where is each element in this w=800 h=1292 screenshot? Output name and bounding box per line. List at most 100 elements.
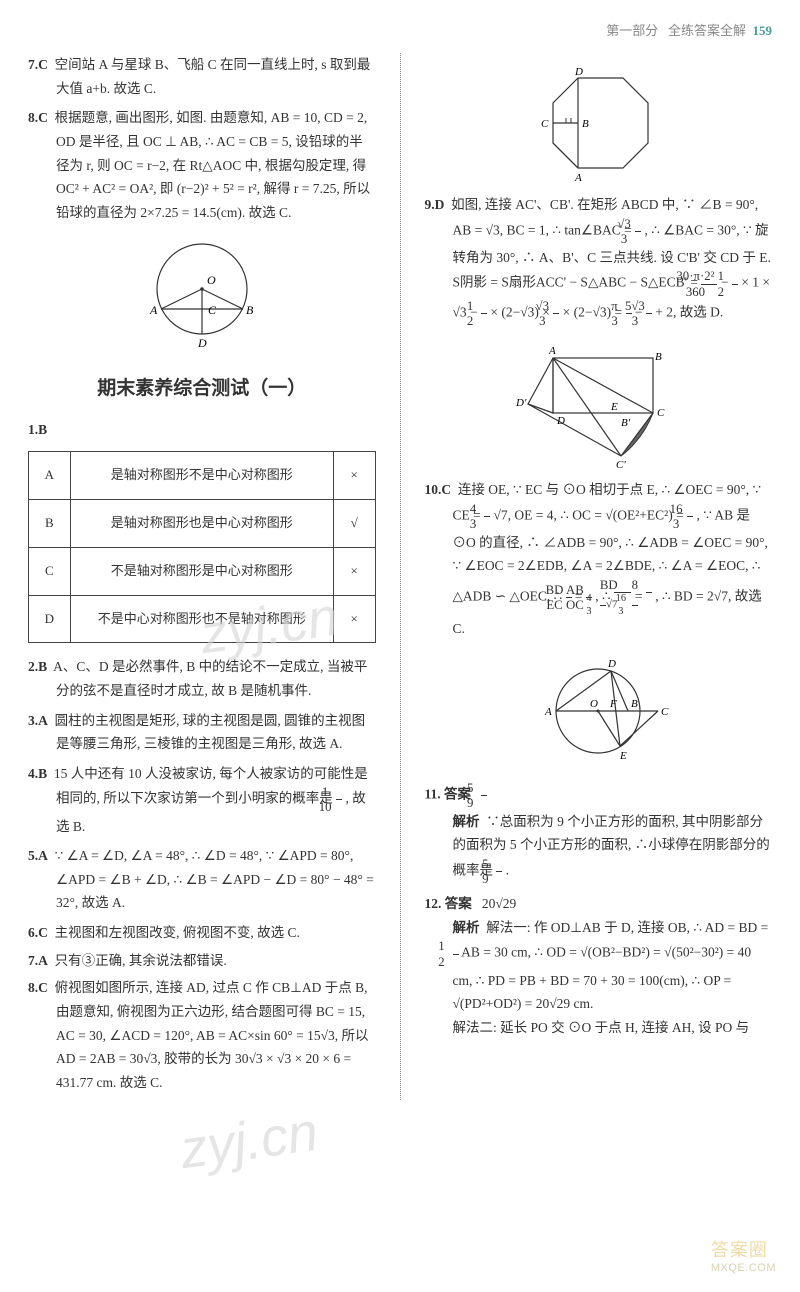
q4: 4.B 15 人中还有 10 人没被家访, 每个人被家访的可能性是相同的, 所以… [28, 762, 376, 838]
watermark-brand: 答案圈 MXQE.COM [711, 1236, 776, 1274]
q5: 5.A ∵ ∠A = ∠D, ∠A = 48°, ∴ ∠D = 48°, ∵ ∠… [28, 844, 376, 915]
table-cell: √ [333, 500, 375, 548]
q11-exp-tail: . [506, 863, 509, 878]
svg-text:D: D [556, 415, 565, 427]
frac-4-3: 43 [484, 502, 490, 531]
svg-text:C: C [657, 407, 665, 419]
q7b-text: 只有③正确, 其余说法都错误. [55, 953, 227, 968]
q2-num: 2.B [28, 659, 47, 674]
watermark-brand-text: 答案圈 [711, 1240, 768, 1260]
svg-text:B: B [631, 698, 638, 710]
q12-exp1: 解法一: 作 OD⊥AB 于 D, 连接 OB, ∴ AD = BD = [486, 920, 768, 935]
frac-sqrt3-3b: √33 [553, 299, 559, 328]
content-columns: 7.C 空间站 A 与星球 B、飞船 C 在同一直线上时, s 取到最大值 a+… [28, 53, 772, 1100]
q8-text: 根据题意, 画出图形, 如图. 由题意知, AB = 10, CD = 2, O… [55, 110, 370, 220]
circle-figure-1: O A B C D [28, 234, 376, 354]
svg-text:A: A [544, 706, 552, 718]
frac-16-3: 163 [687, 502, 693, 531]
column-divider [400, 53, 401, 1100]
svg-text:O: O [590, 698, 598, 710]
table-cell: C [29, 547, 71, 595]
svg-text:C: C [661, 706, 669, 718]
q10: 10.C 连接 OE, ∵ EC 与 ⊙O 相切于点 E, ∴ ∠OEC = 9… [425, 478, 773, 641]
svg-text:C: C [541, 118, 549, 130]
q11: 11. 答案 59 解析 ∵总面积为 9 个小正方形的面积, 其中阴影部分的面积… [425, 781, 773, 887]
table-cell: B [29, 500, 71, 548]
q7: 7.C 空间站 A 与星球 B、飞船 C 在同一直线上时, s 取到最大值 a+… [28, 53, 376, 100]
table-cell: × [333, 452, 375, 500]
q3-num: 3.A [28, 713, 48, 728]
q9-tail: + 2, 故选 D. [655, 304, 723, 319]
header-section: 全练答案全解 [668, 23, 746, 38]
svg-text:D: D [607, 658, 616, 670]
svg-text:D': D' [515, 397, 527, 409]
svg-text:B': B' [621, 417, 631, 429]
q8b-text: 俯视图如图所示, 连接 AD, 过点 C 作 CB⊥AD 于点 B, 由题意知,… [55, 980, 369, 1090]
q3: 3.A 圆柱的主视图是矩形, 球的主视图是圆, 圆锥的主视图是等腰三角形, 三棱… [28, 709, 376, 756]
q4-num: 4.B [28, 766, 47, 781]
q6: 6.C 主视图和左视图改变, 俯视图不变, 故选 C. [28, 921, 376, 945]
header-part: 第一部分 [606, 23, 658, 38]
frac-sqrt3-3: √33 [635, 217, 641, 246]
svg-text:A: A [149, 303, 158, 317]
frac-1-2: 12 [453, 939, 459, 968]
svg-text:O: O [207, 273, 216, 287]
q7-num: 7.C [28, 57, 48, 72]
table-row: C 不是轴对称图形是中心对称图形 × [29, 547, 376, 595]
svg-text:D: D [574, 66, 583, 78]
frac-5sqrt3-3: 5√33 [646, 299, 652, 328]
q8-num: 8.C [28, 110, 48, 125]
symmetry-table: A 是轴对称图形不是中心对称图形 × B 是轴对称图形也是中心对称图形 √ C … [28, 451, 376, 643]
q9-num: 9.D [425, 197, 445, 212]
q12-exp-label: 解析 [453, 920, 480, 935]
q12-num: 12. [425, 896, 442, 911]
svg-text:B: B [655, 351, 662, 363]
q12-ans: 20√29 [482, 896, 516, 911]
svg-text:C: C [208, 303, 217, 317]
q11-exp-label: 解析 [453, 814, 480, 829]
table-cell: × [333, 595, 375, 643]
frac-1-10: 110 [336, 785, 342, 814]
frac-arc: 30·π·2²360 [701, 269, 717, 298]
frac-half-b: 12 [481, 299, 487, 328]
svg-text:B: B [246, 303, 254, 317]
q1: 1.B [28, 418, 376, 442]
circle-figure-2: A D B C E O F [425, 651, 773, 771]
q8b-num: 8.C [28, 980, 48, 995]
table-row: D 不是中心对称图形也不是轴对称图形 × [29, 595, 376, 643]
svg-text:F: F [609, 698, 617, 710]
frac-8-over: 8163 [646, 578, 652, 617]
table-cell: × [333, 547, 375, 595]
svg-text:A: A [574, 172, 582, 183]
q5-text: ∵ ∠A = ∠D, ∠A = 48°, ∴ ∠D = 48°, ∵ ∠APD … [55, 848, 374, 910]
q9-formula1: S阴影 = S扇形ACC' − S△ABC − S△ECB' = [453, 275, 702, 290]
q12: 12. 答案 20√29 解析 解法一: 作 OD⊥AB 于 D, 连接 OB,… [425, 892, 773, 1039]
rect-rotate-figure: A B C D D' C' E B' [425, 338, 773, 468]
table-cell: 不是轴对称图形是中心对称图形 [70, 547, 333, 595]
q8b: 8.C 俯视图如图所示, 连接 AD, 过点 C 作 CB⊥AD 于点 B, 由… [28, 976, 376, 1094]
table-cell: 不是中心对称图形也不是轴对称图形 [70, 595, 333, 643]
q5-num: 5.A [28, 848, 48, 863]
left-column: 7.C 空间站 A 与星球 B、飞船 C 在同一直线上时, s 取到最大值 a+… [28, 53, 384, 1100]
q1-num: 1.B [28, 422, 47, 437]
q2: 2.B A、C、D 是必然事件, B 中的结论不一定成立, 当被平分的弦不是直径… [28, 655, 376, 702]
q6-num: 6.C [28, 925, 48, 940]
q6-text: 主视图和左视图改变, 俯视图不变, 故选 C. [55, 925, 300, 940]
table-cell: A [29, 452, 71, 500]
q7b-num: 7.A [28, 953, 48, 968]
q12-exp2: AB = 30 cm, ∴ OD = √(OB²−BD²) = √(50²−30… [453, 945, 752, 1011]
q7-text: 空间站 A 与星球 B、飞船 C 在同一直线上时, s 取到最大值 a+b. 故… [55, 57, 371, 96]
table-cell: 是轴对称图形也是中心对称图形 [70, 500, 333, 548]
svg-text:A: A [548, 345, 556, 357]
q10-num: 10.C [425, 482, 452, 497]
q8: 8.C 根据题意, 画出图形, 如图. 由题意知, AB = 10, CD = … [28, 106, 376, 224]
page-header: 第一部分 全练答案全解 159 [28, 20, 772, 39]
frac-half-a: 12 [732, 269, 738, 298]
svg-text:E: E [619, 750, 627, 762]
watermark-url-2: zyj.cn [176, 1101, 321, 1182]
svg-text:D: D [197, 336, 207, 350]
table-cell: 是轴对称图形不是中心对称图形 [70, 452, 333, 500]
table-cell: D [29, 595, 71, 643]
right-column: D C B A 9.D 如图, 连接 AC'、CB'. 在矩形 ABCD 中, … [417, 53, 773, 1100]
q2-text: A、C、D 是必然事件, B 中的结论不一定成立, 当被平分的弦不是直径时才成立… [53, 659, 367, 698]
